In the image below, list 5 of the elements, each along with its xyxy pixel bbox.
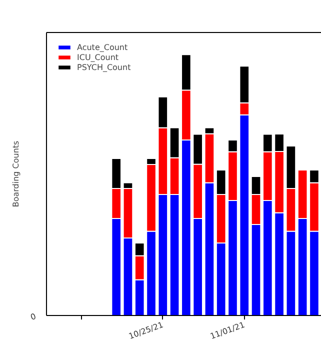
legend-label: Acute_Count	[77, 42, 128, 52]
legend-label: PSYCH_Count	[77, 62, 131, 72]
y-axis-title: Boarding Counts	[12, 140, 21, 208]
legend-label: ICU_Count	[77, 52, 119, 62]
text: 0	[29, 312, 38, 322]
